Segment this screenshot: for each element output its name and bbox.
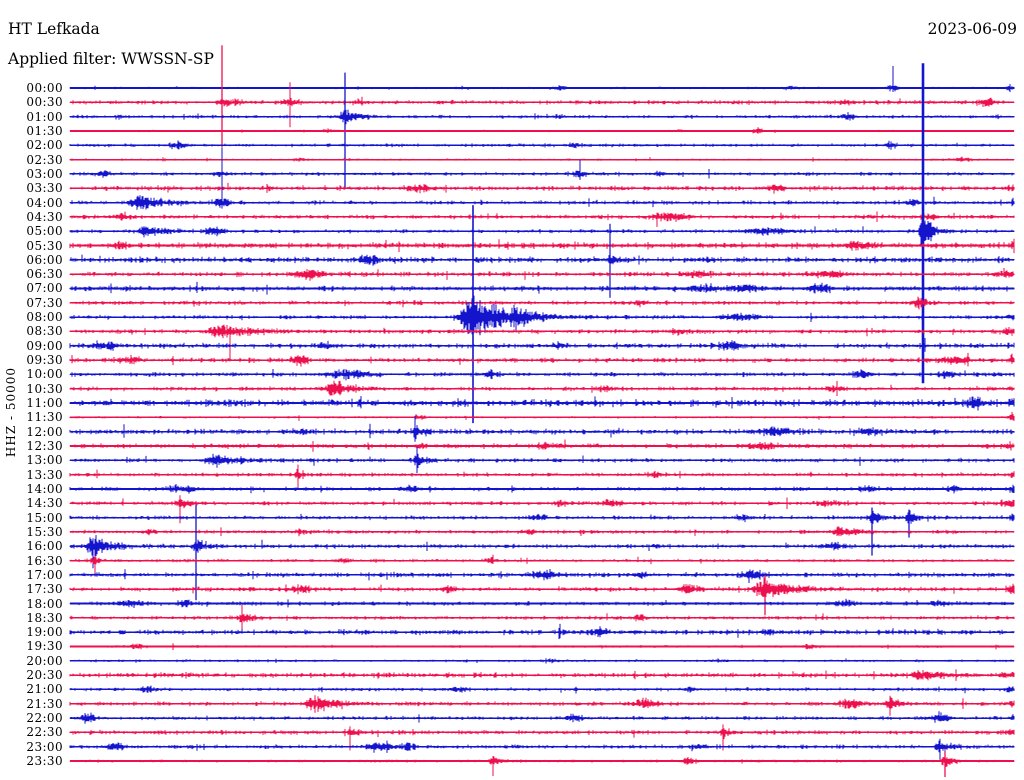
- time-label: 02:30: [26, 152, 63, 167]
- time-label: 13:30: [26, 467, 63, 482]
- time-label: 22:00: [26, 711, 63, 726]
- trace-row: [69, 411, 1015, 421]
- trace-row: [69, 338, 1015, 352]
- time-label: 09:30: [26, 353, 63, 368]
- time-label: 21:30: [26, 696, 63, 711]
- trace-row: [69, 464, 1015, 489]
- time-label: 05:00: [26, 224, 63, 239]
- trace-row: [69, 604, 1015, 631]
- trace-row: [69, 495, 1015, 524]
- time-label: 14:30: [26, 496, 63, 511]
- trace-row: [69, 396, 1015, 411]
- trace-row: [69, 598, 1015, 608]
- trace-row: [69, 380, 1015, 396]
- trace-row: [69, 147, 1015, 210]
- time-label: 03:30: [26, 181, 63, 196]
- trace-row: [69, 575, 1015, 616]
- time-label: 05:30: [26, 238, 63, 253]
- trace-row: [69, 159, 1015, 180]
- trace-row: [69, 127, 1015, 134]
- time-label: 11:30: [26, 410, 63, 425]
- time-label: 00:00: [26, 81, 63, 95]
- time-label: 03:00: [26, 166, 63, 181]
- trace-row: [69, 45, 1015, 148]
- trace-row: [69, 66, 1015, 93]
- trace-row: [69, 623, 1015, 640]
- time-label: 21:00: [26, 682, 63, 697]
- trace-row: [69, 484, 1015, 494]
- time-label: 19:30: [26, 639, 63, 654]
- trace-row: [69, 238, 1015, 254]
- time-label: 12:00: [26, 424, 63, 439]
- trace-row: [69, 669, 1015, 681]
- time-label: 04:30: [26, 209, 63, 224]
- time-label: 08:30: [26, 324, 63, 339]
- time-label: 06:00: [26, 252, 63, 267]
- time-label: 14:00: [26, 481, 63, 496]
- time-label: 00:30: [26, 95, 63, 110]
- trace-row: [69, 140, 1015, 150]
- time-label: 07:30: [26, 295, 63, 310]
- trace-row: [69, 369, 1015, 381]
- trace-row: [69, 439, 1015, 452]
- trace-row: [69, 685, 1015, 694]
- trace-row: [69, 526, 1015, 537]
- trace-row: [69, 281, 1015, 295]
- trace-row: [69, 415, 1015, 442]
- trace-row: [69, 738, 1015, 760]
- time-label: 16:30: [26, 553, 63, 568]
- trace-row: [69, 296, 1015, 310]
- time-label: 01:00: [26, 109, 63, 124]
- trace-row: [69, 211, 1015, 227]
- time-label: 20:30: [26, 668, 63, 683]
- filter-label: Applied filter: WWSSN-SP: [8, 50, 214, 68]
- trace-row: [69, 643, 1015, 650]
- trace-row: [69, 205, 1015, 424]
- trace-row: [69, 724, 1015, 751]
- trace-row: [69, 63, 1015, 384]
- trace-row: [69, 569, 1015, 583]
- time-label: 06:30: [26, 267, 63, 282]
- station-title: HT Lefkada: [8, 20, 100, 38]
- trace-row: [69, 182, 1015, 194]
- time-label: 19:00: [26, 625, 63, 640]
- time-label: 11:00: [26, 396, 63, 411]
- time-label: 01:30: [26, 123, 63, 138]
- time-label: 13:00: [26, 453, 63, 468]
- time-label: 15:30: [26, 524, 63, 539]
- trace-row: [69, 324, 1015, 362]
- trace-row: [69, 505, 1015, 601]
- time-label: 18:30: [26, 610, 63, 625]
- trace-row: [69, 751, 1015, 777]
- time-label: 04:00: [26, 195, 63, 210]
- trace-row: [69, 352, 1015, 367]
- trace-row: [69, 156, 1015, 162]
- date-label: 2023-06-09: [927, 20, 1017, 38]
- time-label: 02:00: [26, 138, 63, 153]
- trace-row: [69, 695, 1015, 716]
- trace-row: [69, 711, 1015, 724]
- time-label: 23:30: [26, 754, 63, 769]
- time-label: 18:00: [26, 596, 63, 611]
- time-label: 17:30: [26, 582, 63, 597]
- time-label: 16:00: [26, 539, 63, 554]
- time-label: 08:00: [26, 310, 63, 325]
- time-label: 10:30: [26, 381, 63, 396]
- trace-row: [69, 268, 1015, 281]
- trace-row: [69, 223, 1015, 298]
- time-label: 10:00: [26, 367, 63, 382]
- time-label: 09:00: [26, 338, 63, 353]
- trace-row: [69, 447, 1015, 474]
- time-label: 22:30: [26, 725, 63, 740]
- time-label: 23:00: [26, 739, 63, 754]
- time-label: 20:00: [26, 653, 63, 668]
- time-label: 07:00: [26, 281, 63, 296]
- trace-row: [69, 554, 1015, 577]
- time-label: 15:00: [26, 510, 63, 525]
- time-label: 17:00: [26, 567, 63, 582]
- trace-row: [69, 658, 1015, 664]
- time-label: 12:30: [26, 439, 63, 453]
